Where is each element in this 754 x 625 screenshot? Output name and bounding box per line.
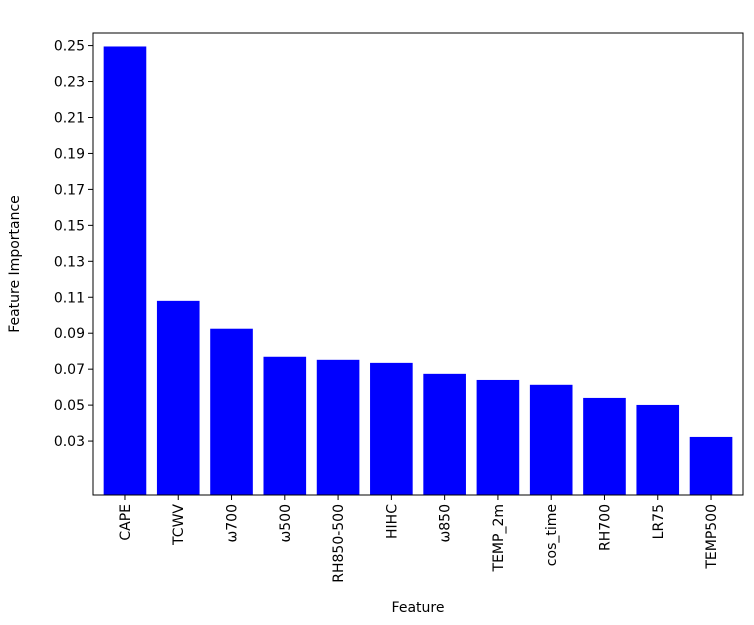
x-axis-label: Feature: [392, 600, 445, 616]
bar: [103, 46, 147, 496]
y-tick-label: 0.21: [54, 110, 85, 126]
bar: [156, 300, 200, 495]
y-tick-label: 0.25: [54, 39, 85, 55]
x-tick-label: cos_time: [544, 504, 560, 566]
x-tick-label: HIHC: [384, 504, 400, 539]
x-tick-label: LR75: [651, 504, 667, 539]
bar: [263, 356, 307, 495]
x-tick-label: ω500: [278, 504, 294, 542]
y-tick-label: 0.11: [54, 290, 85, 306]
y-axis-label: Feature Importance: [7, 195, 23, 333]
plot-frame: [92, 32, 744, 496]
bar: [423, 373, 466, 495]
y-tick-label: 0.03: [54, 434, 85, 450]
x-tick-label: CAPE: [118, 504, 134, 541]
bar: [316, 359, 360, 495]
y-tick-label: 0.23: [54, 75, 85, 91]
y-tick-label: 0.05: [54, 398, 85, 414]
bar: [583, 397, 626, 495]
bar: [636, 404, 680, 495]
x-tick-label: ω850: [438, 504, 454, 542]
x-tick-label: TEMP_2m: [491, 504, 507, 572]
bar: [476, 379, 520, 495]
bar: [529, 384, 573, 495]
x-tick-label: TEMP500: [704, 504, 720, 570]
y-tick-label: 0.09: [54, 326, 85, 342]
bar: [210, 328, 253, 495]
y-tick-label: 0.17: [54, 182, 85, 198]
y-tick-label: 0.15: [54, 218, 85, 234]
bar: [689, 436, 733, 495]
bar: [370, 362, 413, 495]
x-tick-label: TCWV: [171, 504, 187, 546]
y-tick-label: 0.13: [54, 254, 85, 270]
y-tick-label: 0.07: [54, 362, 85, 378]
x-tick-label: RH850-500: [331, 504, 347, 583]
y-tick-label: 0.19: [54, 146, 85, 162]
x-tick-label: ω700: [225, 504, 241, 542]
x-tick-label: RH700: [597, 504, 613, 551]
